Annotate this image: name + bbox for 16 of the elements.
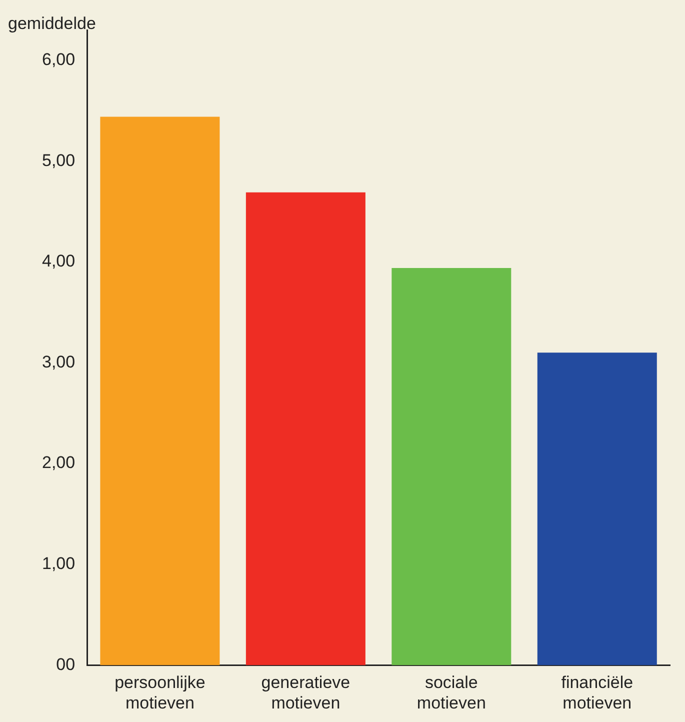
y-tick-label: 3,00 [42,352,76,372]
y-tick-label: 1,00 [42,554,76,574]
y-tick-label: 2,00 [42,453,76,472]
x-tick-label: persoonlijke motieven [114,673,206,712]
y-axis-title: gemiddelde [8,14,96,34]
y-tick-label: 4,00 [42,252,76,271]
y-tick-label: 6,00 [42,50,76,69]
x-tick-label: sociale motieven [416,673,486,712]
bar [537,352,657,666]
x-tick-label: financiële motieven [561,673,634,712]
y-tick-label: 5,00 [42,150,76,170]
bar [100,116,220,666]
y-tick-label: 00 [56,654,76,674]
bar [392,268,512,666]
x-tick-label: generatieve motieven [261,673,350,712]
bar [246,192,366,666]
